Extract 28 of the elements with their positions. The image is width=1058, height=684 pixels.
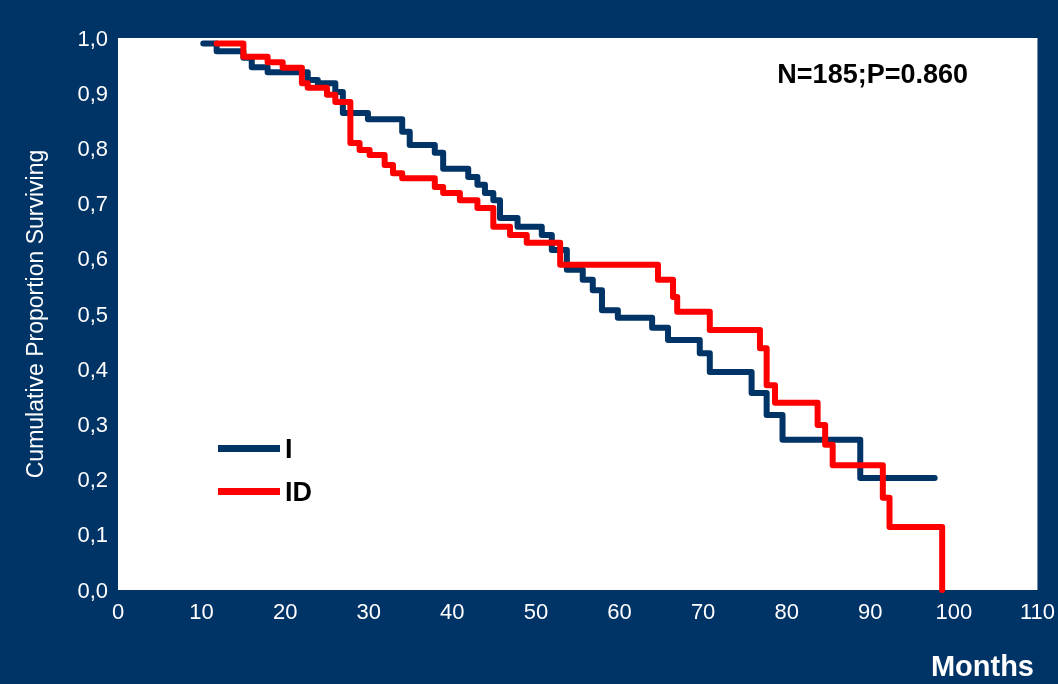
x-tick-label: 110 [1019, 598, 1055, 624]
x-axis-title: Months [930, 649, 1035, 682]
x-tick-label: 30 [356, 598, 381, 624]
x-tick-label: 50 [523, 598, 549, 624]
x-tick-label: 20 [272, 598, 298, 624]
y-tick-label: 0,3 [77, 411, 108, 437]
x-tick-label: 40 [440, 598, 465, 624]
y-tick-label: 0,2 [77, 467, 108, 493]
y-tick-label: 0,8 [77, 135, 108, 161]
x-tick-label: 100 [935, 598, 973, 624]
y-tick-label: 1,0 [77, 25, 108, 51]
y-tick-label: 0,9 [77, 80, 108, 106]
y-tick-label: 0,0 [77, 577, 108, 603]
x-tick-label: 90 [858, 598, 883, 624]
y-tick-label: 0,1 [77, 522, 108, 548]
x-tick-label: 70 [690, 598, 716, 624]
y-tick-label: 0,4 [77, 356, 108, 382]
y-tick-label: 0,6 [77, 246, 108, 272]
x-tick-label: 0 [111, 598, 125, 624]
x-tick-label: 80 [774, 598, 799, 624]
y-axis-title: Cumulative Proportion Surviving [21, 149, 48, 479]
annotation: N=185;P=0.860 [777, 58, 969, 89]
x-tick-label: 10 [189, 598, 214, 624]
y-tick-label: 0,7 [77, 191, 108, 217]
y-tick-label: 0,5 [77, 301, 108, 327]
legend-label: I [285, 433, 293, 464]
legend-label: ID [285, 476, 312, 507]
x-tick-label: 60 [607, 598, 632, 624]
